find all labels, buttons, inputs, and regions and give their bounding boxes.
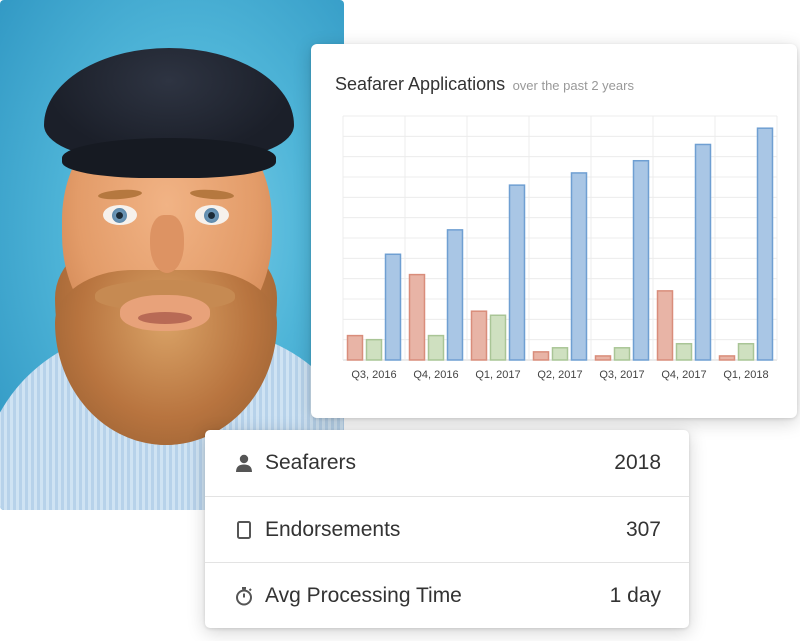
- bar: [508, 184, 526, 361]
- bar: [737, 342, 755, 361]
- x-tick-label: Q4, 2017: [661, 369, 706, 381]
- bar: [384, 253, 402, 361]
- bar: [756, 127, 774, 361]
- bar: [551, 347, 569, 361]
- x-tick-label: Q1, 2018: [723, 369, 768, 381]
- document-icon: [233, 519, 255, 541]
- chart-subtitle: over the past 2 years: [512, 78, 634, 93]
- x-tick-label: Q3, 2017: [599, 369, 644, 381]
- stat-value: 2018: [614, 451, 661, 474]
- bar: [718, 355, 736, 361]
- stat-row-seafarers: Seafarers 2018: [205, 430, 689, 496]
- stat-value: 1 day: [609, 583, 661, 607]
- nose: [150, 215, 184, 273]
- stat-label: Avg Processing Time: [265, 583, 462, 607]
- stat-label: Endorsements: [265, 517, 401, 541]
- bar: [632, 159, 650, 361]
- stat-row-endorsements: Endorsements 307: [205, 496, 689, 562]
- lips: [138, 312, 192, 324]
- bar: [532, 351, 550, 361]
- bar: [446, 229, 464, 361]
- bar: [408, 273, 426, 361]
- bar: [656, 290, 674, 361]
- bar: [365, 338, 383, 361]
- stats-card: Seafarers 2018 Endorsements 307 Avg Proc…: [205, 430, 689, 628]
- stopwatch-icon: [233, 585, 255, 607]
- bar: [613, 347, 631, 361]
- bar: [570, 172, 588, 361]
- chart-card: Seafarer Applications over the past 2 ye…: [311, 44, 797, 418]
- stat-row-processing-time: Avg Processing Time 1 day: [205, 562, 689, 628]
- left-eye: [103, 205, 137, 225]
- bar: [675, 342, 693, 361]
- x-tick-label: Q3, 2016: [351, 369, 396, 381]
- x-tick-label: Q1, 2017: [475, 369, 520, 381]
- bar: [594, 355, 612, 361]
- stat-label: Seafarers: [265, 451, 357, 474]
- x-tick-label: Q2, 2017: [537, 369, 582, 381]
- x-tick-label: Q4, 2016: [413, 369, 458, 381]
- bar: [489, 314, 507, 361]
- cap-brim: [62, 138, 276, 178]
- bar-chart: Q3, 2016 Q4, 2016 Q1, 2017 Q2, 2017 Q3, 2017…: [342, 115, 778, 381]
- right-eye: [195, 205, 229, 225]
- chart-title: Seafarer Applications: [335, 74, 506, 94]
- person-icon: [233, 452, 255, 474]
- bar: [427, 334, 445, 361]
- bar: [694, 143, 712, 361]
- bar: [470, 310, 488, 361]
- stat-value: 307: [625, 517, 661, 541]
- chart-title-block: Seafarer Applications over the past 2 ye…: [335, 74, 634, 95]
- bar: [346, 334, 364, 361]
- portrait-photo: [0, 0, 344, 510]
